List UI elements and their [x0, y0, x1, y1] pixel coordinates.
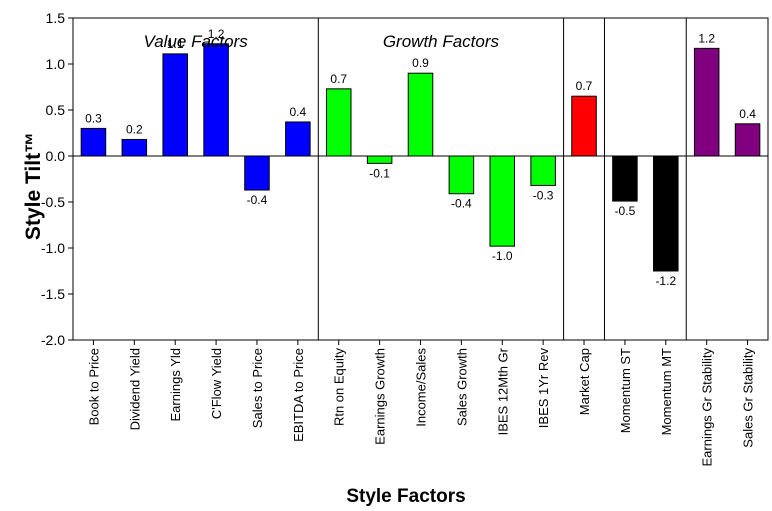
- data-label: 0.9: [412, 56, 429, 70]
- bar: [693, 47, 720, 157]
- category-label: Momentum ST: [618, 348, 633, 433]
- data-label: 1.2: [208, 27, 225, 41]
- category-label: Book to Price: [86, 348, 101, 425]
- bar: [612, 155, 638, 202]
- bars: [80, 43, 761, 272]
- data-label: -1.0: [492, 249, 513, 263]
- category-label: Sales to Price: [250, 348, 265, 428]
- category-label: Rtn on Equity: [332, 348, 347, 427]
- category-label: Sales Gr Stability: [741, 348, 756, 448]
- category-label: C'Flow Yield: [209, 348, 224, 419]
- category-label: Sales Growth: [454, 348, 469, 426]
- data-label: 0.2: [126, 122, 143, 136]
- y-tick-label: -2.0: [41, 332, 65, 348]
- y-tick-labels: 1.5 1.0 0.5 0.0 -0.5 -1.0 -1.5 -2.0: [41, 10, 65, 348]
- bar: [80, 127, 107, 157]
- y-tick-label: 0.0: [46, 148, 66, 164]
- bar: [366, 155, 393, 164]
- category-label: IBES 12Mth Gr: [495, 347, 510, 435]
- category-label: Dividend Yield: [127, 348, 142, 430]
- data-label: -0.1: [369, 166, 390, 180]
- group-title: Value Factors: [144, 32, 249, 51]
- category-label: Momentum MT: [659, 348, 674, 435]
- category-label: EBITDA to Price: [291, 348, 306, 442]
- data-label: 0.4: [739, 107, 756, 121]
- data-label: -0.4: [451, 197, 472, 211]
- data-label: -0.3: [533, 188, 554, 202]
- category-label: Income/Sales: [414, 348, 429, 427]
- y-tick-label: 0.5: [46, 102, 66, 118]
- y-tick-label: -1.5: [41, 286, 65, 302]
- data-label: 0.7: [576, 79, 593, 93]
- data-label: 1.2: [698, 31, 715, 45]
- category-labels: Book to Price Dividend Yield Earnings Yld C…: [86, 347, 755, 466]
- data-label: -1.2: [655, 274, 676, 288]
- category-label: Earnings Growth: [373, 348, 388, 445]
- bar: [530, 155, 556, 186]
- bar: [489, 155, 516, 247]
- category-label: IBES 1Yr Rev: [536, 348, 551, 429]
- axes: [68, 17, 769, 345]
- data-label: -0.5: [615, 204, 636, 218]
- group-labels: Value Factors Growth Factors: [144, 32, 500, 51]
- bar: [121, 138, 148, 157]
- data-labels: 0.3 0.2 1.1 1.2 -0.4 0.4 0.7 -0.1 0.9 -0.4 -1.0 -0.…: [85, 27, 756, 288]
- bar: [653, 155, 679, 272]
- bar: [244, 155, 270, 191]
- data-label: 0.4: [290, 105, 307, 119]
- category-label: Earnings Gr Stability: [700, 348, 715, 467]
- data-label: 0.3: [85, 111, 102, 125]
- bar: [734, 123, 761, 157]
- y-axis-label: Style Tilt™: [22, 132, 45, 240]
- data-label: 1.1: [167, 37, 184, 51]
- bar: [571, 95, 597, 157]
- y-tick-label: -0.5: [41, 194, 65, 210]
- group-title: Growth Factors: [383, 32, 500, 51]
- bar: [448, 155, 475, 195]
- y-tick-label: 1.0: [46, 56, 66, 72]
- category-label: Market Cap: [577, 348, 592, 415]
- category-label: Earnings Yld: [168, 348, 183, 421]
- x-axis-label: Style Factors: [346, 486, 465, 506]
- data-label: 0.7: [330, 72, 347, 86]
- y-tick-label: 1.5: [46, 10, 66, 26]
- bar: [407, 72, 434, 157]
- bar: [162, 53, 188, 157]
- data-label: -0.4: [247, 193, 268, 207]
- y-tick-label: -1.0: [41, 240, 65, 256]
- bar: [285, 121, 311, 157]
- bar: [325, 88, 352, 157]
- bar: [203, 43, 229, 157]
